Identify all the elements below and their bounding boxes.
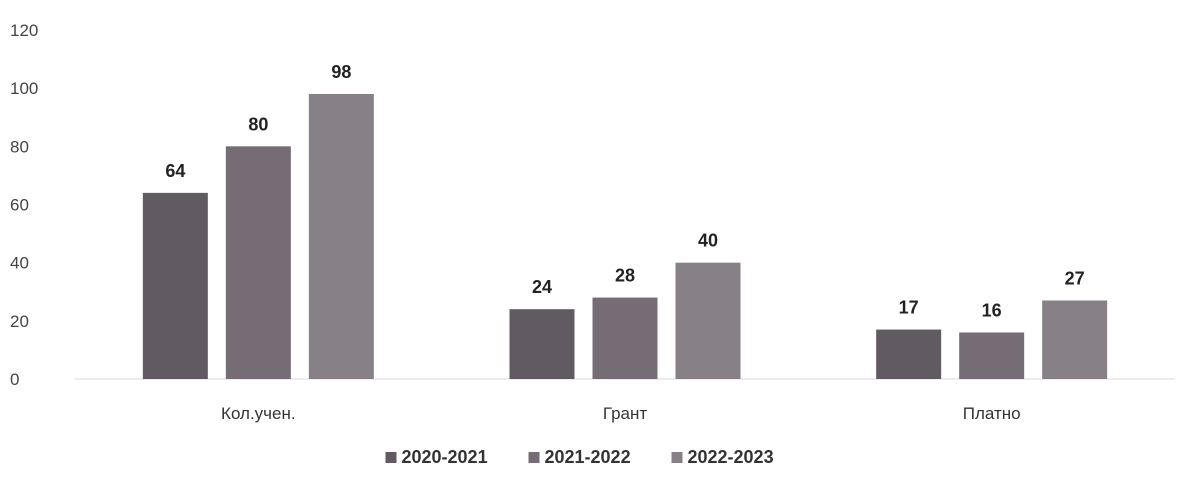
bar-2021-2022: [225, 146, 291, 379]
legend-label: 2021-2022: [545, 447, 631, 467]
legend: 2020-2021 2021-2022 2022-2023: [385, 447, 774, 467]
data-label: 24: [532, 277, 552, 297]
bars-group: [142, 93, 1108, 379]
bar-2020-2021: [142, 192, 208, 379]
bar-2020-2021: [876, 329, 942, 379]
category-labels-group: Кол.учен. Грант Платно: [221, 404, 1021, 423]
data-label: 17: [899, 298, 919, 318]
legend-swatch: [671, 452, 683, 463]
y-tick-label: 60: [10, 196, 29, 215]
y-tick-label: 20: [10, 312, 29, 331]
y-tick-label: 120: [10, 21, 38, 40]
data-label: 27: [1065, 268, 1085, 288]
data-label: 80: [248, 114, 268, 134]
bar-2021-2022: [592, 297, 658, 379]
data-label: 16: [982, 300, 1002, 320]
legend-label: 2022-2023: [688, 447, 774, 467]
category-label: Кол.учен.: [221, 404, 296, 423]
y-axis: 0 20 40 60 80 100 120: [10, 21, 38, 389]
bar-2020-2021: [509, 309, 575, 379]
legend-label: 2020-2021: [402, 447, 488, 467]
data-label: 98: [331, 62, 351, 82]
y-tick-label: 80: [10, 137, 29, 156]
bar-2022-2023: [1042, 300, 1108, 379]
data-labels-group: 64 80 98 24 28 40 17 16 27: [165, 62, 1084, 320]
legend-swatch: [528, 452, 540, 463]
bar-2021-2022: [959, 332, 1025, 379]
y-tick-label: 40: [10, 254, 29, 273]
bar-2022-2023: [675, 262, 741, 379]
data-label: 40: [698, 231, 718, 251]
bar-2022-2023: [308, 93, 374, 379]
y-tick-label: 0: [10, 370, 19, 389]
category-label: Платно: [963, 404, 1021, 423]
legend-swatch: [385, 452, 397, 463]
category-label: Грант: [603, 404, 648, 423]
data-label: 28: [615, 266, 635, 286]
y-tick-label: 100: [10, 79, 38, 98]
data-label: 64: [165, 161, 185, 181]
